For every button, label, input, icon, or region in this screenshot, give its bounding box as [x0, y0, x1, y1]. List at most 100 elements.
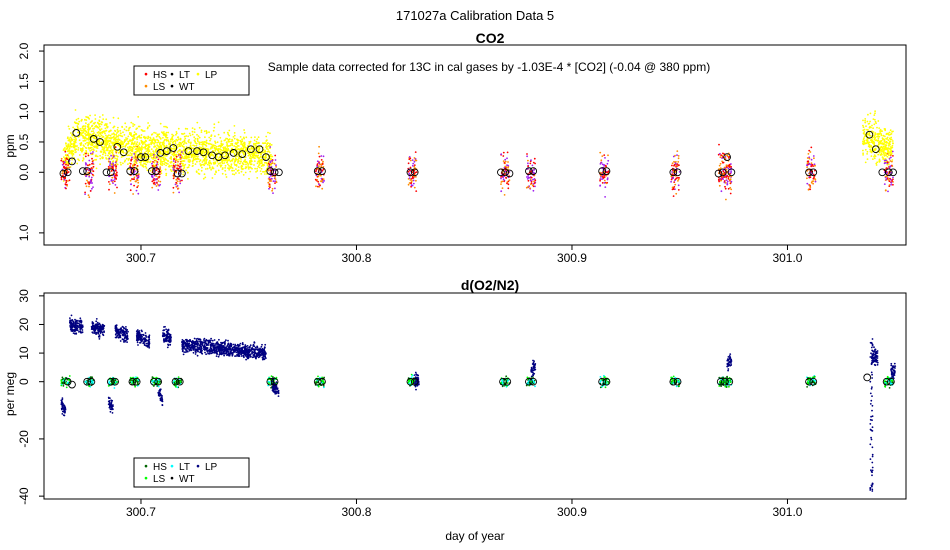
co2-lt-point	[179, 182, 182, 185]
co2-lt-point	[599, 185, 601, 187]
co2-ls-point	[175, 178, 178, 181]
o2n2-lp-point	[71, 326, 74, 328]
co2-hs-point	[267, 162, 270, 165]
co2-lp-point	[147, 152, 149, 155]
co2-lp-point	[103, 150, 106, 153]
co2-lp-point	[149, 139, 152, 142]
co2-hs-point	[718, 143, 720, 146]
co2-lp-point	[230, 140, 233, 143]
o2n2-lp-point	[69, 319, 71, 322]
co2-lp-point	[224, 164, 227, 167]
co2-lp-point	[183, 146, 185, 149]
co2-lp-point	[864, 161, 867, 164]
co2-lp-point	[137, 136, 140, 138]
legend-dot-icon: •	[144, 82, 148, 93]
co2-hs-point	[677, 176, 679, 179]
co2-lp-point	[105, 134, 107, 137]
co2-lp-point	[196, 121, 199, 124]
co2-lp-point	[137, 156, 140, 158]
co2-lt-point	[316, 165, 319, 168]
co2-lp-point	[122, 151, 125, 154]
co2-hs-point	[407, 170, 410, 173]
co2-lp-point	[100, 134, 103, 137]
co2-lp-point	[124, 122, 127, 125]
co2-hs-point	[136, 186, 139, 189]
co2-lp-point	[881, 156, 884, 159]
co2-lp-point	[884, 135, 886, 138]
co2-lp-point	[166, 148, 169, 151]
co2-lp-point	[117, 117, 120, 120]
co2-lt-point	[603, 164, 605, 166]
co2-lp-point	[212, 167, 215, 170]
co2-lp-point	[139, 153, 142, 156]
co2-lp-point	[192, 153, 194, 155]
co2-hs-point	[62, 176, 65, 179]
co2-lp-point	[79, 144, 82, 147]
co2-lp-point	[256, 149, 259, 152]
co2-lp-point	[183, 165, 186, 167]
co2-hs-point	[268, 183, 271, 186]
o2n2-lp-point	[76, 322, 79, 325]
co2-lp-point	[257, 146, 259, 149]
co2-lp-point	[884, 158, 887, 160]
co2-lp-point	[145, 136, 147, 139]
co2-lp-point	[99, 129, 102, 132]
co2-lp-point	[874, 110, 876, 113]
o2n2-lp-point	[61, 413, 64, 415]
co2-lp-point	[874, 118, 876, 121]
co2-lt-point	[109, 162, 112, 165]
co2-lt-point	[504, 170, 507, 173]
co2-lp-point	[145, 140, 148, 143]
co2-lt-point	[131, 156, 133, 159]
co2-hs-point	[506, 151, 509, 154]
o2n2-hs-point	[66, 378, 69, 381]
mean-marker	[865, 130, 874, 139]
co2-hs-point	[156, 182, 158, 184]
co2-lp-point	[219, 150, 222, 153]
co2-lp-point	[240, 170, 243, 173]
co2-lt-point	[411, 159, 414, 162]
co2-ls-point	[132, 193, 135, 195]
co2-lt-point	[502, 178, 505, 181]
o2n2-lp-point	[73, 322, 75, 324]
co2-lp-point	[204, 155, 207, 158]
o2n2-hs-point	[112, 380, 114, 382]
co2-ls-point	[726, 155, 729, 158]
co2-ls-point	[113, 192, 116, 194]
co2-lp-point	[891, 144, 894, 147]
co2-lp-point	[85, 137, 88, 140]
co2-lp-point	[81, 150, 83, 153]
co2-ls-point	[269, 180, 271, 183]
co2-lp-point	[221, 144, 224, 147]
co2-ls-point	[525, 186, 528, 189]
co2-ls-point	[315, 185, 317, 188]
co2-ls-point	[601, 155, 604, 158]
co2-lp-point	[201, 166, 203, 169]
co2-hs-point	[172, 177, 175, 180]
co2-hs-point	[116, 171, 118, 174]
co2-lp-point	[137, 116, 140, 118]
co2-panel: CO2 Sample data corrected for 13C in cal…	[3, 30, 907, 265]
co2-hs-point	[158, 176, 161, 178]
co2-hs-point	[727, 176, 730, 178]
co2-lp-point	[195, 142, 198, 145]
co2-lt-point	[408, 156, 411, 158]
co2-lp-point	[174, 140, 177, 143]
co2-lp-point	[68, 152, 71, 155]
co2-lp-point	[247, 168, 250, 170]
co2-hs-point	[407, 162, 410, 165]
mean-marker	[221, 151, 229, 160]
co2-lp-point	[242, 174, 245, 176]
co2-lp-point	[170, 155, 173, 158]
co2-lt-point	[87, 169, 90, 171]
co2-hs-point	[274, 154, 277, 157]
co2-lp-point	[237, 139, 240, 142]
co2-lp-point	[892, 142, 894, 145]
co2-lp-point	[171, 153, 174, 156]
co2-lp-point	[137, 144, 140, 147]
co2-lp-point	[869, 135, 872, 137]
co2-lp-point	[115, 133, 117, 136]
co2-lt-point	[810, 163, 812, 166]
co2-hs-point	[605, 165, 607, 168]
co2-lp-point	[110, 145, 112, 148]
